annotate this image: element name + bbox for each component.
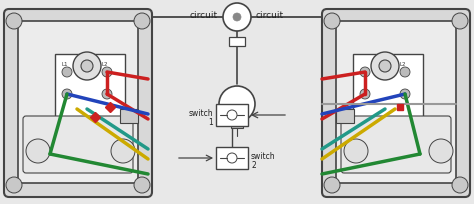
- Circle shape: [102, 90, 112, 100]
- Circle shape: [62, 90, 72, 100]
- Circle shape: [26, 139, 50, 163]
- Circle shape: [134, 14, 150, 30]
- Bar: [336, 110, 354, 123]
- Text: 2: 2: [251, 160, 256, 169]
- Circle shape: [6, 14, 22, 30]
- Bar: [229, 38, 245, 47]
- Text: circuit: circuit: [190, 11, 218, 20]
- FancyBboxPatch shape: [4, 10, 152, 197]
- Circle shape: [344, 139, 368, 163]
- Circle shape: [102, 68, 112, 78]
- Circle shape: [62, 68, 72, 78]
- Circle shape: [73, 53, 101, 81]
- Bar: [231, 118, 243, 128]
- Circle shape: [429, 139, 453, 163]
- Text: L2: L2: [102, 62, 108, 67]
- Circle shape: [227, 153, 237, 163]
- Circle shape: [452, 177, 468, 193]
- Text: switch: switch: [188, 109, 213, 118]
- Text: L1: L1: [62, 62, 68, 67]
- FancyBboxPatch shape: [23, 116, 133, 173]
- FancyBboxPatch shape: [336, 22, 456, 183]
- FancyBboxPatch shape: [322, 10, 470, 197]
- Circle shape: [227, 110, 237, 120]
- Bar: [216, 147, 248, 169]
- Text: 1: 1: [208, 118, 213, 126]
- Text: L2: L2: [400, 62, 406, 67]
- Circle shape: [360, 68, 370, 78]
- Circle shape: [371, 53, 399, 81]
- Circle shape: [379, 61, 391, 73]
- Circle shape: [134, 177, 150, 193]
- Circle shape: [324, 177, 340, 193]
- Circle shape: [400, 90, 410, 100]
- Bar: [120, 110, 138, 123]
- Circle shape: [111, 139, 135, 163]
- Circle shape: [219, 86, 255, 122]
- Bar: [353, 55, 423, 119]
- Bar: [55, 55, 125, 119]
- Text: switch: switch: [251, 151, 275, 160]
- Circle shape: [324, 14, 340, 30]
- Circle shape: [6, 177, 22, 193]
- Circle shape: [400, 68, 410, 78]
- Text: circuit: circuit: [256, 11, 284, 20]
- Circle shape: [452, 14, 468, 30]
- Circle shape: [360, 90, 370, 100]
- Circle shape: [233, 14, 241, 22]
- Circle shape: [223, 4, 251, 32]
- FancyBboxPatch shape: [341, 116, 451, 173]
- Circle shape: [81, 61, 93, 73]
- FancyBboxPatch shape: [18, 22, 138, 183]
- Bar: [216, 104, 248, 126]
